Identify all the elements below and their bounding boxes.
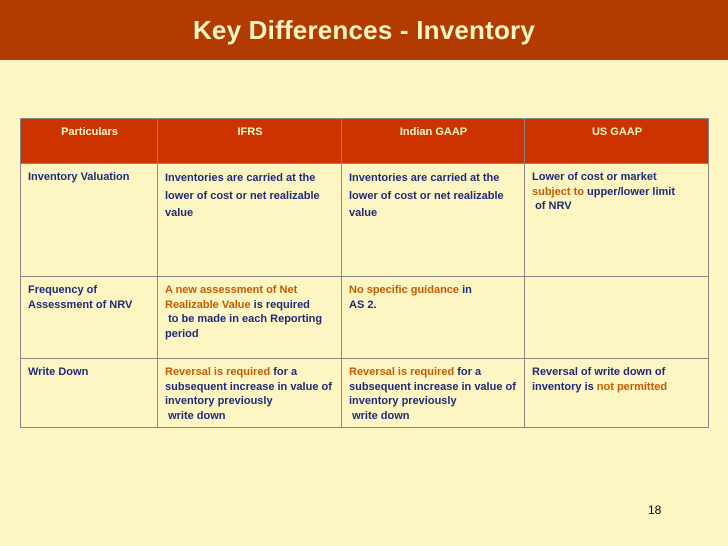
- highlight-text: not permitted: [596, 380, 668, 393]
- cell-us-gaap: [524, 276, 709, 359]
- cell-text: to be made in each Reporting period: [165, 313, 323, 340]
- cell-us-gaap: Lower of cost or market subject to upper…: [524, 163, 709, 277]
- cell-indian-gaap: Inventories are carried at the lower of …: [341, 163, 525, 277]
- header-indian-gaap: Indian GAAP: [341, 118, 525, 164]
- cell-indian-gaap: Reversal is required for a subsequent in…: [341, 358, 525, 428]
- highlight-text: A new assessment of Net Realizable Value: [165, 284, 298, 311]
- table-header-row: Particulars IFRS Indian GAAP US GAAP: [20, 118, 709, 164]
- cell-ifrs: A new assessment of Net Realizable Value…: [157, 276, 342, 359]
- highlight-text: No specific guidance: [349, 284, 460, 296]
- cell-particular: Frequency of Assessment of NRV: [20, 276, 158, 359]
- table-row-write-down: Write Down Reversal is required for a su…: [20, 358, 709, 428]
- cell-ifrs: Inventories are carried at the lower of …: [157, 163, 342, 277]
- cell-text: for a subsequent increase in value of in…: [165, 366, 332, 407]
- title-bar: Key Differences - Inventory: [0, 0, 728, 60]
- cell-us-gaap: Reversal of write down of inventory is n…: [524, 358, 709, 428]
- cell-text: AS 2.: [349, 298, 377, 311]
- page-number: 18: [648, 503, 662, 517]
- header-ifrs: IFRS: [157, 118, 342, 164]
- cell-text: Inventories are carried at the lower of …: [349, 172, 504, 219]
- cell-particular: Inventory Valuation: [20, 163, 158, 277]
- table-row-frequency: Frequency of Assessment of NRV A new ass…: [20, 276, 709, 359]
- highlight-text: subject to: [532, 185, 584, 198]
- cell-text: Inventories are carried at the lower of …: [165, 172, 320, 219]
- cell-ifrs: Reversal is required for a subsequent in…: [157, 358, 342, 428]
- cell-text: upper/lower limit: [583, 185, 676, 198]
- highlight-text: Reversal is required: [349, 366, 455, 378]
- cell-text: for a subsequent increase in value of in…: [349, 366, 516, 407]
- table-row-inventory-valuation: Inventory Valuation Inventories are carr…: [20, 163, 709, 277]
- highlight-text: Reversal is required: [165, 366, 271, 378]
- cell-particular: Write Down: [20, 358, 158, 428]
- differences-table: Particulars IFRS Indian GAAP US GAAP Inv…: [20, 118, 709, 428]
- cell-text: write down: [352, 409, 410, 422]
- cell-text: Reversal of write down of inventory is: [532, 366, 666, 393]
- cell-text: in: [459, 284, 472, 296]
- cell-text: Lower of cost or market: [532, 171, 657, 183]
- header-particulars: Particulars: [20, 118, 158, 164]
- cell-indian-gaap: No specific guidance in AS 2.: [341, 276, 525, 359]
- cell-text: of NRV: [535, 200, 572, 212]
- cell-text: is required: [250, 298, 310, 311]
- header-us-gaap: US GAAP: [524, 118, 709, 164]
- slide-title: Key Differences - Inventory: [192, 14, 536, 45]
- cell-text: write down: [168, 409, 226, 422]
